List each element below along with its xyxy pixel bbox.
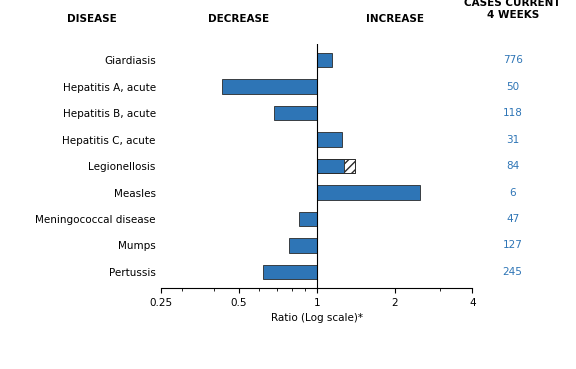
- Text: 118: 118: [503, 108, 522, 118]
- Text: DISEASE: DISEASE: [67, 14, 117, 24]
- Bar: [289, 238, 317, 253]
- Text: DECREASE: DECREASE: [209, 14, 270, 24]
- Text: 31: 31: [506, 135, 520, 145]
- X-axis label: Ratio (Log scale)*: Ratio (Log scale)*: [271, 313, 363, 323]
- Text: 6: 6: [509, 187, 516, 197]
- Bar: [317, 185, 419, 200]
- Bar: [317, 159, 344, 173]
- Bar: [317, 53, 332, 68]
- Text: INCREASE: INCREASE: [366, 14, 423, 24]
- Bar: [274, 106, 317, 120]
- Bar: [344, 159, 355, 173]
- Text: 84: 84: [506, 161, 520, 171]
- Bar: [263, 265, 317, 279]
- Bar: [317, 132, 342, 147]
- Bar: [298, 212, 317, 226]
- Bar: [317, 159, 355, 173]
- Text: 127: 127: [503, 241, 522, 251]
- Text: 47: 47: [506, 214, 520, 224]
- Text: 245: 245: [503, 267, 522, 277]
- Text: 776: 776: [503, 55, 522, 65]
- Text: CASES CURRENT
4 WEEKS: CASES CURRENT 4 WEEKS: [464, 0, 561, 20]
- Text: 50: 50: [506, 82, 519, 92]
- Bar: [222, 79, 317, 94]
